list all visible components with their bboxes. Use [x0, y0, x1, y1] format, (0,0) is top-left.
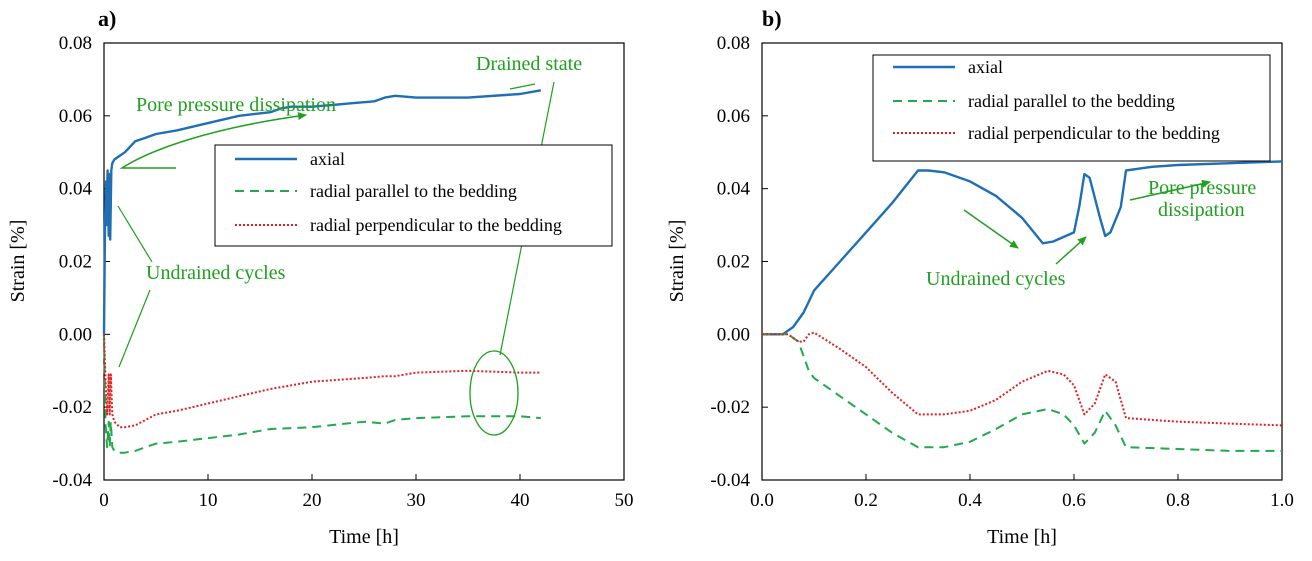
panel-b-ytick-label: -0.02	[710, 397, 750, 418]
annotation-undrained-b: Undrained cycles	[926, 268, 1066, 290]
panel-a-series-line-1	[103, 334, 541, 454]
panel-b-series	[762, 160, 1283, 452]
annotation-pore-pressure-b-line1: Pore pressure	[1148, 177, 1256, 199]
panel-a-ytick-label: -0.02	[52, 397, 92, 418]
legend-b-perpendicular: radial perpendicular to the bedding	[968, 123, 1220, 143]
annotation-pore-pressure-a: Pore pressure dissipation	[136, 94, 336, 116]
panel-a-ylabel: Strain [%]	[7, 220, 29, 303]
legend-a-perpendicular: radial perpendicular to the bedding	[310, 215, 562, 235]
panel-b-ytick-label: 0.06	[717, 106, 750, 127]
panel-a-xlabel: Time [h]	[329, 526, 399, 548]
panel-a-legend-box	[214, 144, 613, 247]
panel-a-xtick-label: 20	[303, 490, 322, 511]
annotation-drained-state: Drained state	[476, 53, 582, 75]
panel-b-series-line-1	[762, 333, 1282, 452]
annotation-pore-pressure-b-line2: dissipation	[1158, 199, 1245, 221]
panel-b-ytick-label: 0.04	[717, 179, 751, 200]
legend-a-parallel: radial parallel to the bedding	[310, 181, 517, 201]
panel-a-series	[102, 89, 542, 454]
panel-b-label: b)	[762, 6, 782, 31]
panel-b-ylabel: Strain [%]	[666, 220, 688, 303]
panel-b-ytick-label: 0.00	[717, 324, 750, 345]
panel-a-label: a)	[98, 6, 116, 31]
panel-b-xlabel: Time [h]	[987, 526, 1057, 548]
annotation-undrained-arrow-b-1	[963, 209, 1019, 249]
panel-b: b) 0.0 0.2 0.4 0.6 0.8 1.0-0.04-0.020.000.020…	[666, 6, 1294, 548]
panel-a-series-line-2	[103, 334, 541, 429]
panel-a-xtick-label: 40	[511, 490, 530, 511]
panel-b-series-line-2	[762, 331, 1283, 427]
panel-a: a) 0 10 20 30 40 50 -0.04 -0.02 0.00 0.02 0.04 0.06…	[7, 6, 634, 548]
legend-b-axial: axial	[968, 57, 1003, 77]
panel-a-legend: axial radial parallel to the bedding rad…	[214, 144, 613, 247]
panel-b-xtick-label: 0.6	[1062, 490, 1086, 511]
panel-b-xtick-label: 0.4	[958, 490, 982, 511]
panel-a-ytick-label: 0.04	[59, 179, 93, 200]
panel-b-series-line-0	[762, 160, 1283, 336]
annotation-drained-line-1	[509, 83, 536, 90]
panel-b-legend: axial radial parallel to the bedding rad…	[872, 54, 1271, 162]
annotation-undrained-line-1	[117, 205, 153, 263]
panel-b-xtick-label: 0.2	[854, 490, 878, 511]
panel-a-ytick-label: 0.06	[59, 106, 92, 127]
panel-a-xtick-label: 30	[407, 490, 426, 511]
panel-b-ytick-label: 0.08	[717, 33, 750, 54]
annotation-undrained-line-2	[118, 289, 151, 368]
panel-b-ytick-label: -0.04	[710, 470, 750, 491]
panel-a-xtick-label: 0	[99, 490, 109, 511]
annotation-undrained-arrow-b-2	[1055, 236, 1087, 265]
legend-a-axial: axial	[310, 149, 345, 169]
panel-a-xtick-label: 50	[615, 490, 634, 511]
panel-a-ticks: 0 10 20 30 40 50 -0.04 -0.02 0.00 0.02 0.04 0.06 0.0…	[52, 33, 633, 511]
panel-b-ticks: 0.0 0.2 0.4 0.6 0.8 1.0 -0.04 -0.02 0.00 0.02 0.04…	[710, 33, 1293, 511]
panel-b-xtick-label: 1.0	[1270, 490, 1294, 511]
panel-a-xtick-label: 10	[199, 490, 218, 511]
annotation-drained-ellipse	[469, 350, 519, 436]
panel-a-ytick-label: 0.08	[59, 33, 92, 54]
panel-a-ytick-label: 0.02	[59, 252, 92, 273]
panel-b-legend-box	[872, 54, 1271, 162]
panel-a-series-line-0	[102, 89, 542, 335]
legend-b-parallel: radial parallel to the bedding	[968, 91, 1175, 111]
annotation-pore-arrow-b	[1129, 179, 1211, 201]
annotation-undrained-a: Undrained cycles	[146, 262, 286, 284]
panel-b-ytick-label: 0.02	[717, 252, 750, 273]
panel-b-xtick-label: 0.8	[1166, 490, 1190, 511]
panel-a-ytick-label: 0.00	[59, 324, 92, 345]
panel-b-xtick-label: 0.0	[750, 490, 774, 511]
panel-a-ytick-label: -0.04	[52, 470, 92, 491]
annotation-pore-arrow-a	[119, 112, 307, 169]
